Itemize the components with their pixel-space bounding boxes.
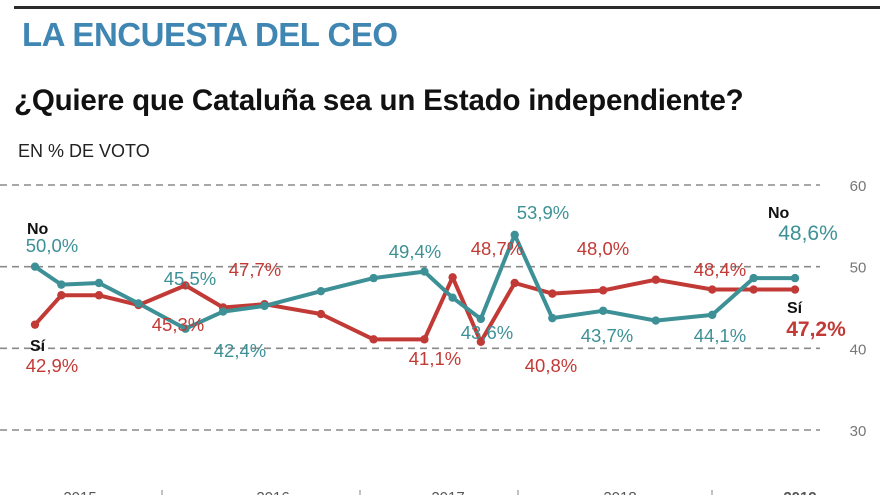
x-tick-label: 2018 bbox=[603, 489, 636, 495]
data-point-no bbox=[94, 278, 104, 288]
data-label-si: 40,8% bbox=[525, 355, 577, 376]
data-label-no: 53,9% bbox=[517, 202, 569, 223]
data-point-no bbox=[316, 286, 326, 296]
section-title: LA ENCUESTA DEL CEO bbox=[22, 16, 398, 53]
data-point-si bbox=[30, 320, 40, 329]
data-point-no bbox=[476, 314, 486, 324]
series-name-si-start: Sí bbox=[30, 338, 46, 355]
series-name-si: Sí bbox=[787, 300, 803, 317]
data-label-si: 42,9% bbox=[26, 355, 78, 376]
data-point-si bbox=[598, 286, 608, 295]
data-point-no bbox=[790, 273, 800, 283]
data-point-si bbox=[708, 285, 717, 294]
data-point-si bbox=[548, 289, 557, 298]
data-label-no: 49,4% bbox=[389, 241, 441, 262]
data-point-si bbox=[651, 275, 660, 284]
data-point-no bbox=[651, 316, 660, 325]
data-point-no bbox=[598, 306, 608, 315]
data-point-si bbox=[790, 285, 800, 294]
data-point-si bbox=[420, 335, 429, 344]
data-label-si: 48,4% bbox=[694, 259, 746, 280]
data-label-no: 50,0% bbox=[26, 235, 78, 256]
data-label-no: 44,1% bbox=[694, 325, 746, 346]
data-label-no: 48,6% bbox=[778, 222, 838, 245]
x-tick-label: 2015 bbox=[63, 489, 96, 495]
data-label-si: 41,1% bbox=[409, 348, 461, 369]
data-point-no bbox=[749, 273, 758, 283]
data-point-si bbox=[94, 291, 104, 300]
data-point-no bbox=[57, 280, 66, 289]
data-point-si bbox=[510, 278, 519, 288]
series-name-no-start: No bbox=[27, 221, 49, 238]
unit-label: EN % DE VOTO bbox=[18, 141, 150, 161]
data-point-no bbox=[708, 310, 717, 320]
data-point-no bbox=[420, 267, 429, 276]
x-tick-label: 2016 bbox=[256, 489, 289, 495]
x-tick-label: 2019 bbox=[783, 489, 816, 495]
y-tick-label: 60 bbox=[850, 178, 867, 195]
data-point-si bbox=[316, 309, 326, 319]
data-point-no bbox=[448, 293, 457, 302]
data-point-si bbox=[476, 337, 486, 346]
data-point-no bbox=[369, 273, 378, 283]
chart-points bbox=[30, 230, 800, 346]
data-point-no bbox=[134, 299, 143, 308]
y-tick-label: 50 bbox=[850, 260, 867, 277]
data-label-no: 43,7% bbox=[581, 325, 633, 346]
data-point-si bbox=[369, 335, 378, 344]
data-label-si: 48,7% bbox=[471, 238, 523, 259]
data-point-no bbox=[218, 307, 228, 316]
data-label-si: 47,2% bbox=[786, 318, 846, 341]
data-point-si bbox=[181, 281, 190, 290]
data-point-si bbox=[448, 273, 457, 282]
data-point-no bbox=[510, 230, 519, 240]
data-point-no bbox=[548, 313, 557, 323]
y-tick-label: 40 bbox=[850, 341, 867, 358]
data-label-si: 45,3% bbox=[152, 314, 204, 335]
chart-labels: 50,0% 45,5% 42,4% 49,4% 43,6% 53,9% 43,7% 44,1%… bbox=[26, 202, 846, 376]
data-label-no: 42,4% bbox=[214, 340, 266, 361]
data-label-si: 48,0% bbox=[577, 238, 629, 259]
chart-grid: 30 40 50 60 2015 2016 2017 2018 2019 bbox=[0, 178, 866, 495]
top-rule bbox=[14, 6, 880, 9]
x-tick-label: 2017 bbox=[431, 489, 464, 495]
series-name-no: No bbox=[768, 205, 790, 222]
data-point-si bbox=[749, 285, 758, 294]
data-point-no bbox=[30, 262, 40, 271]
data-label-no: 43,6% bbox=[461, 322, 513, 343]
data-point-si bbox=[57, 291, 66, 300]
y-tick-label: 30 bbox=[850, 423, 867, 440]
data-label-si: 47,7% bbox=[229, 259, 281, 280]
data-point-no bbox=[260, 301, 269, 311]
chart-headline: ¿Quiere que Cataluña sea un Estado indep… bbox=[14, 84, 744, 117]
data-point-no bbox=[181, 324, 190, 333]
data-label-no: 45,5% bbox=[164, 268, 216, 289]
